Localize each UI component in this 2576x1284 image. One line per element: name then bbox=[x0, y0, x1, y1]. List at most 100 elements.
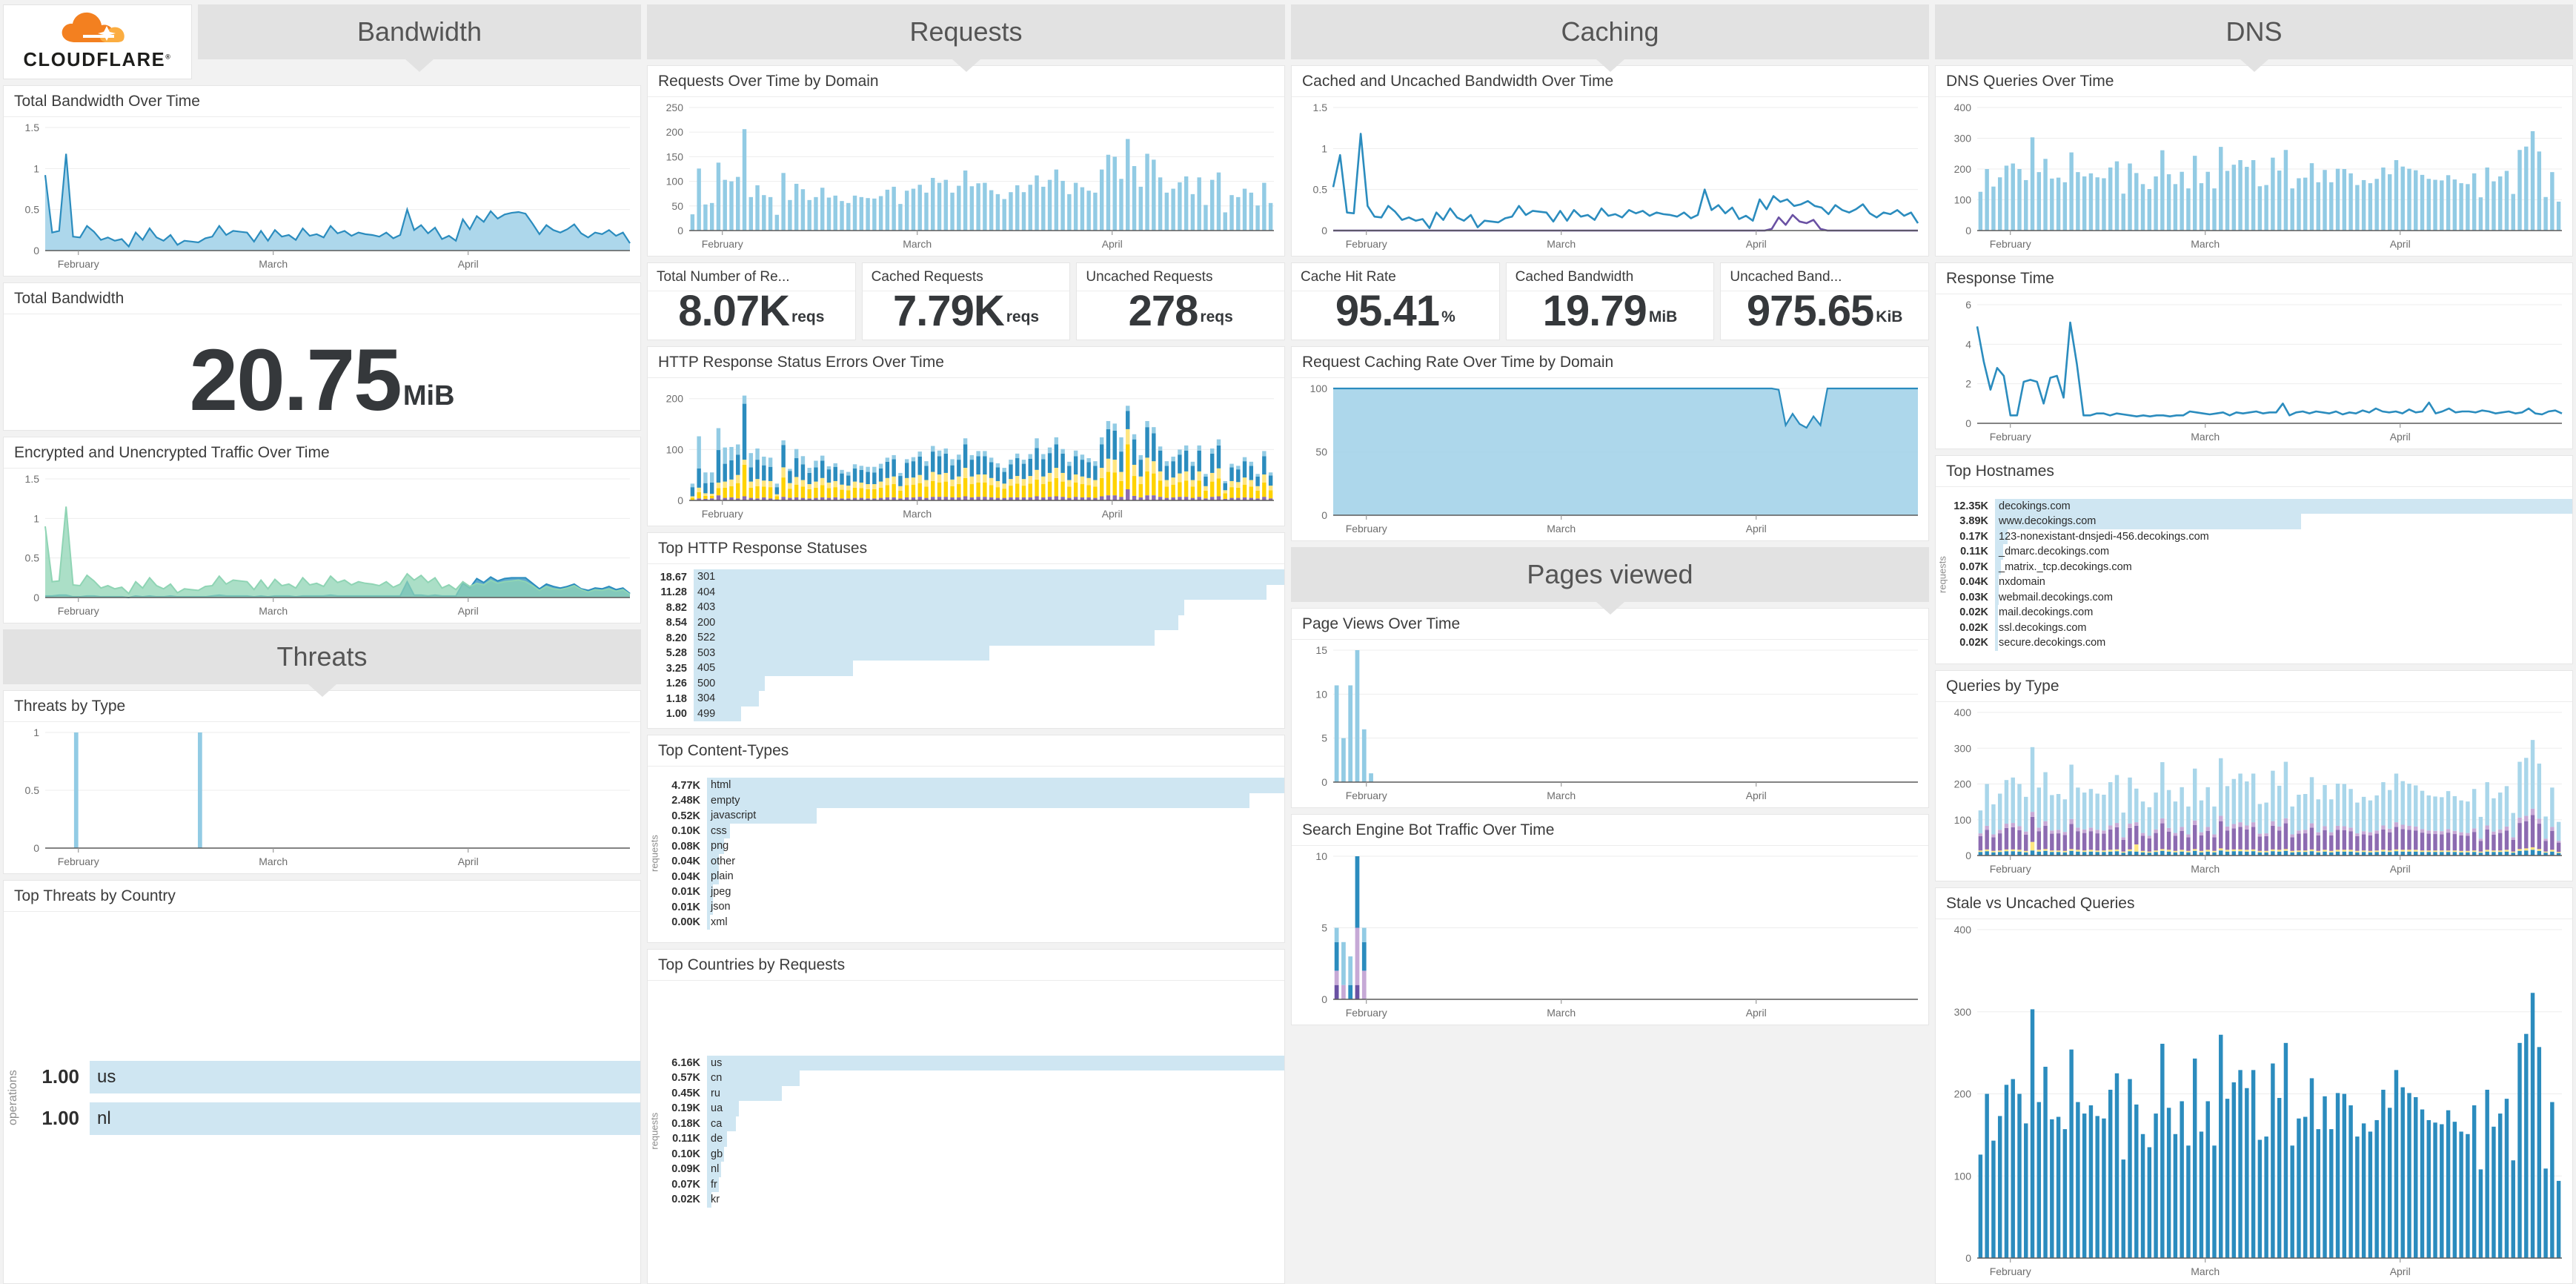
chart-cached-uncached-bandwidth[interactable]: 0 0.5 1 1.5 February March April bbox=[1292, 97, 1928, 256]
chart-request-caching-rate[interactable]: 0 50 100 February March April bbox=[1292, 378, 1928, 540]
list-item-bar bbox=[707, 838, 725, 854]
list-item[interactable]: 0.11K _dmarc.decokings.com bbox=[1949, 544, 2572, 560]
list-item-bar bbox=[707, 823, 731, 839]
svg-text:0: 0 bbox=[1965, 417, 1971, 429]
svg-text:2: 2 bbox=[1965, 378, 1971, 390]
list-item-bar bbox=[1995, 589, 1999, 605]
list-item[interactable]: 0.01K jpeg bbox=[661, 884, 1284, 900]
chart-http-errors-over-time[interactable]: 0 100 200 February March April bbox=[648, 378, 1284, 526]
list-item[interactable]: 0.45K ru bbox=[661, 1085, 1284, 1102]
list-item[interactable]: 0.07K fr bbox=[661, 1177, 1284, 1193]
list-item-bar bbox=[1995, 559, 2001, 575]
list-item-label: _matrix._tcp.decokings.com bbox=[1999, 560, 2132, 573]
svg-text:4: 4 bbox=[1965, 338, 1971, 350]
list-item-label: 404 bbox=[697, 586, 716, 598]
list-item[interactable]: 0.04K nxdomain bbox=[1949, 575, 2572, 590]
chart-queries-by-type[interactable]: 0 100 200 300 400 February March April bbox=[1936, 702, 2572, 881]
svg-text:250: 250 bbox=[666, 102, 684, 113]
svg-text:March: March bbox=[2191, 1265, 2220, 1277]
list-item[interactable]: 0.19K ua bbox=[661, 1101, 1284, 1116]
list-item[interactable]: 0.00K xml bbox=[661, 914, 1284, 930]
chart-stale-vs-uncached-queries[interactable]: 0 100 200 300 400 February March April bbox=[1936, 919, 2572, 1283]
list-item-label: 403 bbox=[697, 601, 716, 614]
list-item[interactable]: 0.02K ssl.decokings.com bbox=[1949, 620, 2572, 635]
list-item[interactable]: 0.18K ca bbox=[661, 1116, 1284, 1132]
list-item[interactable]: 1.00 nl bbox=[23, 1102, 640, 1135]
list-item-bar-track: us bbox=[707, 1055, 1284, 1071]
chart-encrypted-unencrypted-traffic[interactable]: 0 0.5 1 1.5 February March April bbox=[4, 469, 640, 623]
list-item[interactable]: 18.67 301 bbox=[648, 569, 1284, 585]
list-item[interactable]: 0.57K cn bbox=[661, 1070, 1284, 1086]
svg-text:1.5: 1.5 bbox=[25, 122, 40, 133]
list-item-label: ca bbox=[711, 1117, 723, 1130]
chart-requests-over-time[interactable]: 0 50 100 150 200 250 February March April bbox=[648, 97, 1284, 256]
stat-label: Cache Hit Rate bbox=[1292, 263, 1499, 291]
list-item[interactable]: 11.28 404 bbox=[648, 584, 1284, 600]
chart-dns-queries-over-time[interactable]: 0 100 200 300 400 February March April bbox=[1936, 97, 2572, 256]
line-chart: 0 2 4 6 February March April bbox=[1936, 294, 2572, 449]
stat-unit: reqs bbox=[1200, 308, 1233, 326]
list-item[interactable]: 12.35K decokings.com bbox=[1949, 498, 2572, 514]
list-item-value: 0.17K bbox=[1959, 530, 1988, 543]
list-item[interactable]: 0.08K png bbox=[661, 838, 1284, 854]
list-item[interactable]: 0.02K mail.decokings.com bbox=[1949, 605, 2572, 621]
list-item[interactable]: 5.28 503 bbox=[648, 645, 1284, 661]
panel-title: Response Time bbox=[1936, 263, 2572, 294]
svg-text:February: February bbox=[702, 238, 743, 250]
chart-search-engine-bot-traffic[interactable]: 0 5 10 February March April bbox=[1292, 846, 1928, 1025]
list-item[interactable]: 0.17K 123-nonexistant-dnsjedi-456.decokin… bbox=[1949, 529, 2572, 544]
panel-cached-uncached-bandwidth: Cached and Uncached Bandwidth Over Time … bbox=[1291, 65, 1929, 257]
list-item[interactable]: 0.10K css bbox=[661, 823, 1284, 839]
list-item-bar bbox=[1995, 529, 2008, 544]
chart-threats-by-type[interactable]: 0 0.5 1 February March April bbox=[4, 722, 640, 873]
svg-text:6: 6 bbox=[1965, 299, 1971, 311]
list-item-bar bbox=[707, 1116, 736, 1132]
list-item[interactable]: 8.20 522 bbox=[648, 630, 1284, 646]
list-item[interactable]: 0.09K nl bbox=[661, 1162, 1284, 1177]
list-item[interactable]: 3.89K www.decokings.com bbox=[1949, 514, 2572, 529]
stat-value: 19.79 bbox=[1542, 291, 1647, 335]
list-item[interactable]: 8.82 403 bbox=[648, 600, 1284, 615]
list-item-bar bbox=[707, 899, 713, 915]
svg-text:0: 0 bbox=[677, 225, 683, 236]
list-top-hostnames: requests 12.35K decokings.com 3.89K www.dec… bbox=[1936, 487, 2572, 663]
list-item[interactable]: 1.26 500 bbox=[648, 675, 1284, 692]
chart-total-bandwidth-over-time[interactable]: 0 0.5 1 1.5 February March April bbox=[4, 117, 640, 276]
panel-total-bandwidth: Total Bandwidth 20.75 MiB bbox=[3, 282, 641, 431]
list-item-bar bbox=[707, 853, 719, 870]
list-item[interactable]: 0.02K kr bbox=[661, 1192, 1284, 1208]
svg-text:March: March bbox=[259, 258, 288, 270]
chart-page-views-over-time[interactable]: 0 5 10 15 February March April bbox=[1292, 640, 1928, 807]
list-item[interactable]: 0.52K javascript bbox=[661, 808, 1284, 824]
list-item[interactable]: 1.18 304 bbox=[648, 691, 1284, 706]
chart-response-time[interactable]: 0 2 4 6 February March April bbox=[1936, 294, 2572, 449]
cloudflare-cloud-icon bbox=[62, 12, 125, 42]
list-item[interactable]: 0.02K secure.decokings.com bbox=[1949, 635, 2572, 651]
list-item[interactable]: 0.04K other bbox=[661, 853, 1284, 870]
list-item-bar-track: other bbox=[707, 853, 1284, 870]
list-item[interactable]: 4.77K html bbox=[661, 778, 1284, 793]
list-item[interactable]: 3.25 405 bbox=[648, 661, 1284, 676]
column-requests: Requests Requests Over Time by Domain 0 5… bbox=[647, 4, 1286, 1284]
list-item[interactable]: 0.11K de bbox=[661, 1131, 1284, 1147]
panel-top-countries-by-requests: Top Countries by Requests requests 6.16K… bbox=[647, 949, 1285, 1284]
list-item[interactable]: 0.03K webmail.decokings.com bbox=[1949, 589, 2572, 605]
list-item-value: 11.28 bbox=[660, 586, 688, 599]
panel-top-http-statuses: Top HTTP Response Statuses 18.67 301 11.28… bbox=[647, 532, 1285, 729]
list-item[interactable]: 8.54 200 bbox=[648, 615, 1284, 631]
line-chart: 0 0.5 1 1.5 February March April bbox=[1292, 97, 1928, 256]
svg-text:50: 50 bbox=[1315, 446, 1327, 458]
list-item[interactable]: 0.10K gb bbox=[661, 1146, 1284, 1162]
list-item-bar-track: 503 bbox=[694, 645, 1284, 661]
list-item[interactable]: 0.01K json bbox=[661, 899, 1284, 915]
list-top-countries-by-requests: requests 6.16K us 0.57K cn 0.45K ru 0.19K ua 0.1… bbox=[648, 981, 1284, 1283]
list-item[interactable]: 0.07K _matrix._tcp.decokings.com bbox=[1949, 559, 2572, 575]
section-banner-dns: DNS bbox=[1935, 4, 2573, 72]
list-item-bar-track: ca bbox=[707, 1116, 1284, 1132]
list-item[interactable]: 2.48K empty bbox=[661, 792, 1284, 809]
list-item[interactable]: 1.00 499 bbox=[648, 706, 1284, 722]
list-item-label: other bbox=[711, 855, 736, 867]
list-item[interactable]: 1.00 us bbox=[23, 1060, 640, 1093]
list-item[interactable]: 6.16K us bbox=[661, 1055, 1284, 1071]
list-item[interactable]: 0.04K plain bbox=[661, 869, 1284, 884]
